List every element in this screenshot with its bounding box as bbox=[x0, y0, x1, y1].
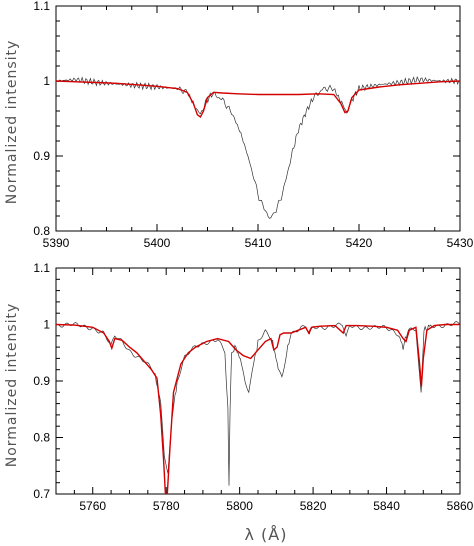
y-tick-label: 0.7 bbox=[33, 487, 50, 501]
x-tick-label: 5430 bbox=[447, 236, 474, 250]
plot-frame bbox=[55, 267, 461, 495]
x-tick-label: 5780 bbox=[153, 499, 180, 513]
y-tick-label: 1 bbox=[43, 74, 50, 88]
y-tick-label: 1 bbox=[43, 318, 50, 332]
x-axis-title: λ (Å) bbox=[245, 525, 288, 544]
x-tick-label: 5400 bbox=[144, 236, 171, 250]
plot-frame bbox=[55, 5, 461, 232]
x-tick-label: 5860 bbox=[447, 499, 474, 513]
panel-bottom-5750-5860: 5760 5780 5800 5820 5840 5860 0.7 0.8 0.9 1 1.1 bbox=[33, 261, 473, 513]
y-axis-title-bottom: Normalized intensity bbox=[4, 303, 20, 468]
model-fit-line bbox=[56, 323, 460, 494]
y-tick-label: 0.9 bbox=[33, 149, 50, 163]
y-tick-label: 0.8 bbox=[33, 431, 50, 445]
x-tick-label: 5390 bbox=[43, 236, 70, 250]
y-tick-label: 1.1 bbox=[33, 0, 50, 13]
observed-spectrum-line bbox=[56, 75, 460, 219]
x-tick-label: 5760 bbox=[79, 499, 106, 513]
y-axis-title-top: Normalized intensity bbox=[4, 40, 20, 205]
x-tick-label: 5410 bbox=[245, 236, 272, 250]
x-tick-label: 5420 bbox=[346, 236, 373, 250]
y-tick-label: 0.8 bbox=[33, 224, 50, 238]
y-tick-label: 0.9 bbox=[33, 374, 50, 388]
model-fit-line bbox=[56, 80, 460, 119]
x-tick-label: 5840 bbox=[373, 499, 400, 513]
x-tick-label: 5820 bbox=[300, 499, 327, 513]
y-tick-label: 1.1 bbox=[33, 261, 50, 275]
panel-top-5390-5430: 5390 5400 5410 5420 5430 0.8 0.9 1 1.1 bbox=[33, 0, 473, 250]
x-tick-label: 5800 bbox=[226, 499, 253, 513]
observed-spectrum-line bbox=[56, 321, 460, 486]
